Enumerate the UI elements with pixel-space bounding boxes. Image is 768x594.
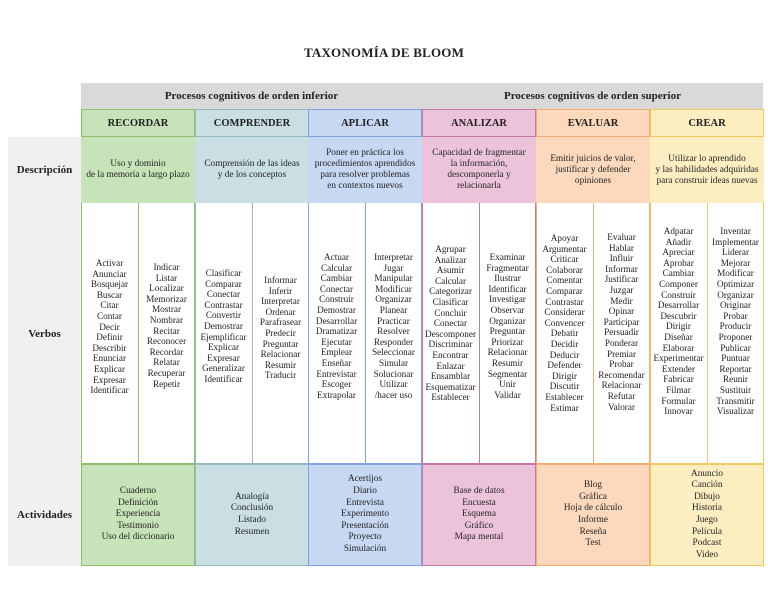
level-description-crear: Utilizar lo aprendido y las habilidades … <box>650 137 764 203</box>
level-activities-analizar: Base de datos Encuesta Esquema Gráfico M… <box>422 464 536 566</box>
level-activities-crear: Anuncio Canción Dibujo Historia Juego Pe… <box>650 464 764 566</box>
description-text: Utilizar lo aprendido y las habilidades … <box>655 153 759 186</box>
group-lower-order: Procesos cognitivos de orden inferior <box>81 83 422 109</box>
level-description-recordar: Uso y dominio de la memoria a largo plaz… <box>81 137 195 203</box>
verbs-divider <box>479 203 480 464</box>
row-label-verbs: Verbos <box>8 203 81 464</box>
level-activities-evaluar: Blog Gráfica Hoja de cálculo Informe Res… <box>536 464 650 566</box>
verbs-list-col1: Activar Anunciar Bosquejar Buscar Citar … <box>90 258 129 396</box>
level-header-comprender: COMPRENDER <box>195 109 309 137</box>
description-text: Comprensión de las ideas y de los concep… <box>204 159 300 180</box>
row-label-activities: Actividades <box>8 464 81 566</box>
row-label-description: Descripción <box>8 137 81 203</box>
verbs-list-col2: Informar Inferir Interpretar Ordenar Par… <box>259 275 302 381</box>
description-text: Uso y dominio de la memoria a largo plaz… <box>86 159 190 180</box>
level-description-comprender: Comprensión de las ideas y de los concep… <box>195 137 309 203</box>
level-description-aplicar: Poner en práctica los procedimientos apr… <box>308 137 422 203</box>
verbs-list-col1: Actuar Calcular Cambiar Conectar Constru… <box>315 252 358 400</box>
verbs-list-col1: Agrupar Analizar Asumir Calcular Categor… <box>424 244 477 403</box>
level-header-analizar: ANALIZAR <box>422 109 536 137</box>
description-text: Capacidad de fragmentar la información, … <box>432 148 526 191</box>
verbs-divider <box>365 203 366 464</box>
activities-list: Analogía Conclusión Listado Resumen <box>230 491 274 537</box>
verbs-list-col2: Indicar Listar Localizar Memorizar Mostr… <box>146 262 187 389</box>
verbs-list-col1: Apoyar Argumentar Criticar Colaborar Com… <box>542 233 587 413</box>
verbs-divider <box>138 203 139 464</box>
verbs-list-col2: Interpretar Jugar Manipular Modificar Or… <box>372 252 415 400</box>
level-activities-aplicar: Acertijos Diario Entrevista Experimento … <box>308 464 422 566</box>
verbs-list-col2: Examinar Fragmentar Ilustrar Identificar… <box>486 252 529 400</box>
verbs-list-col2: Inventar Implementar Liderar Mejorar Mod… <box>712 226 759 417</box>
page-title: TAXONOMÍA DE BLOOM <box>303 45 465 60</box>
level-description-evaluar: Emitir juicios de valor, justificar y de… <box>536 137 650 203</box>
activities-list: Blog Gráfica Hoja de cálculo Informe Res… <box>563 480 623 549</box>
activities-list: Anuncio Canción Dibujo Historia Juego Pe… <box>690 468 724 560</box>
verbs-divider <box>593 203 594 464</box>
activities-list: Base de datos Encuesta Esquema Gráfico M… <box>453 486 505 543</box>
level-description-analizar: Capacidad de fragmentar la información, … <box>422 137 536 203</box>
level-header-recordar: RECORDAR <box>81 109 195 137</box>
description-text: Emitir juicios de valor, justificar y de… <box>550 153 636 186</box>
group-higher-order: Procesos cognitivos de orden superior <box>422 83 763 109</box>
verbs-list-col1: Adpatar Añadir Apreciar Aprobar Cambiar … <box>653 226 704 417</box>
verbs-divider <box>707 203 708 464</box>
level-header-crear: CREAR <box>650 109 764 137</box>
level-header-aplicar: APLICAR <box>308 109 422 137</box>
description-text: Poner en práctica los procedimientos apr… <box>314 148 416 191</box>
verbs-list-col2: Evaluar Hablar Influir Informar Justific… <box>598 232 645 412</box>
verbs-divider <box>252 203 253 464</box>
verbs-list-col1: Clasificar Comparar Conectar Contrastar … <box>200 268 247 384</box>
level-header-evaluar: EVALUAR <box>536 109 650 137</box>
activities-list: Cuaderno Definición Experiencia Testimon… <box>101 486 175 543</box>
level-activities-comprender: Analogía Conclusión Listado Resumen <box>195 464 309 566</box>
level-activities-recordar: Cuaderno Definición Experiencia Testimon… <box>81 464 195 566</box>
activities-list: Acertijos Diario Entrevista Experimento … <box>340 474 390 554</box>
